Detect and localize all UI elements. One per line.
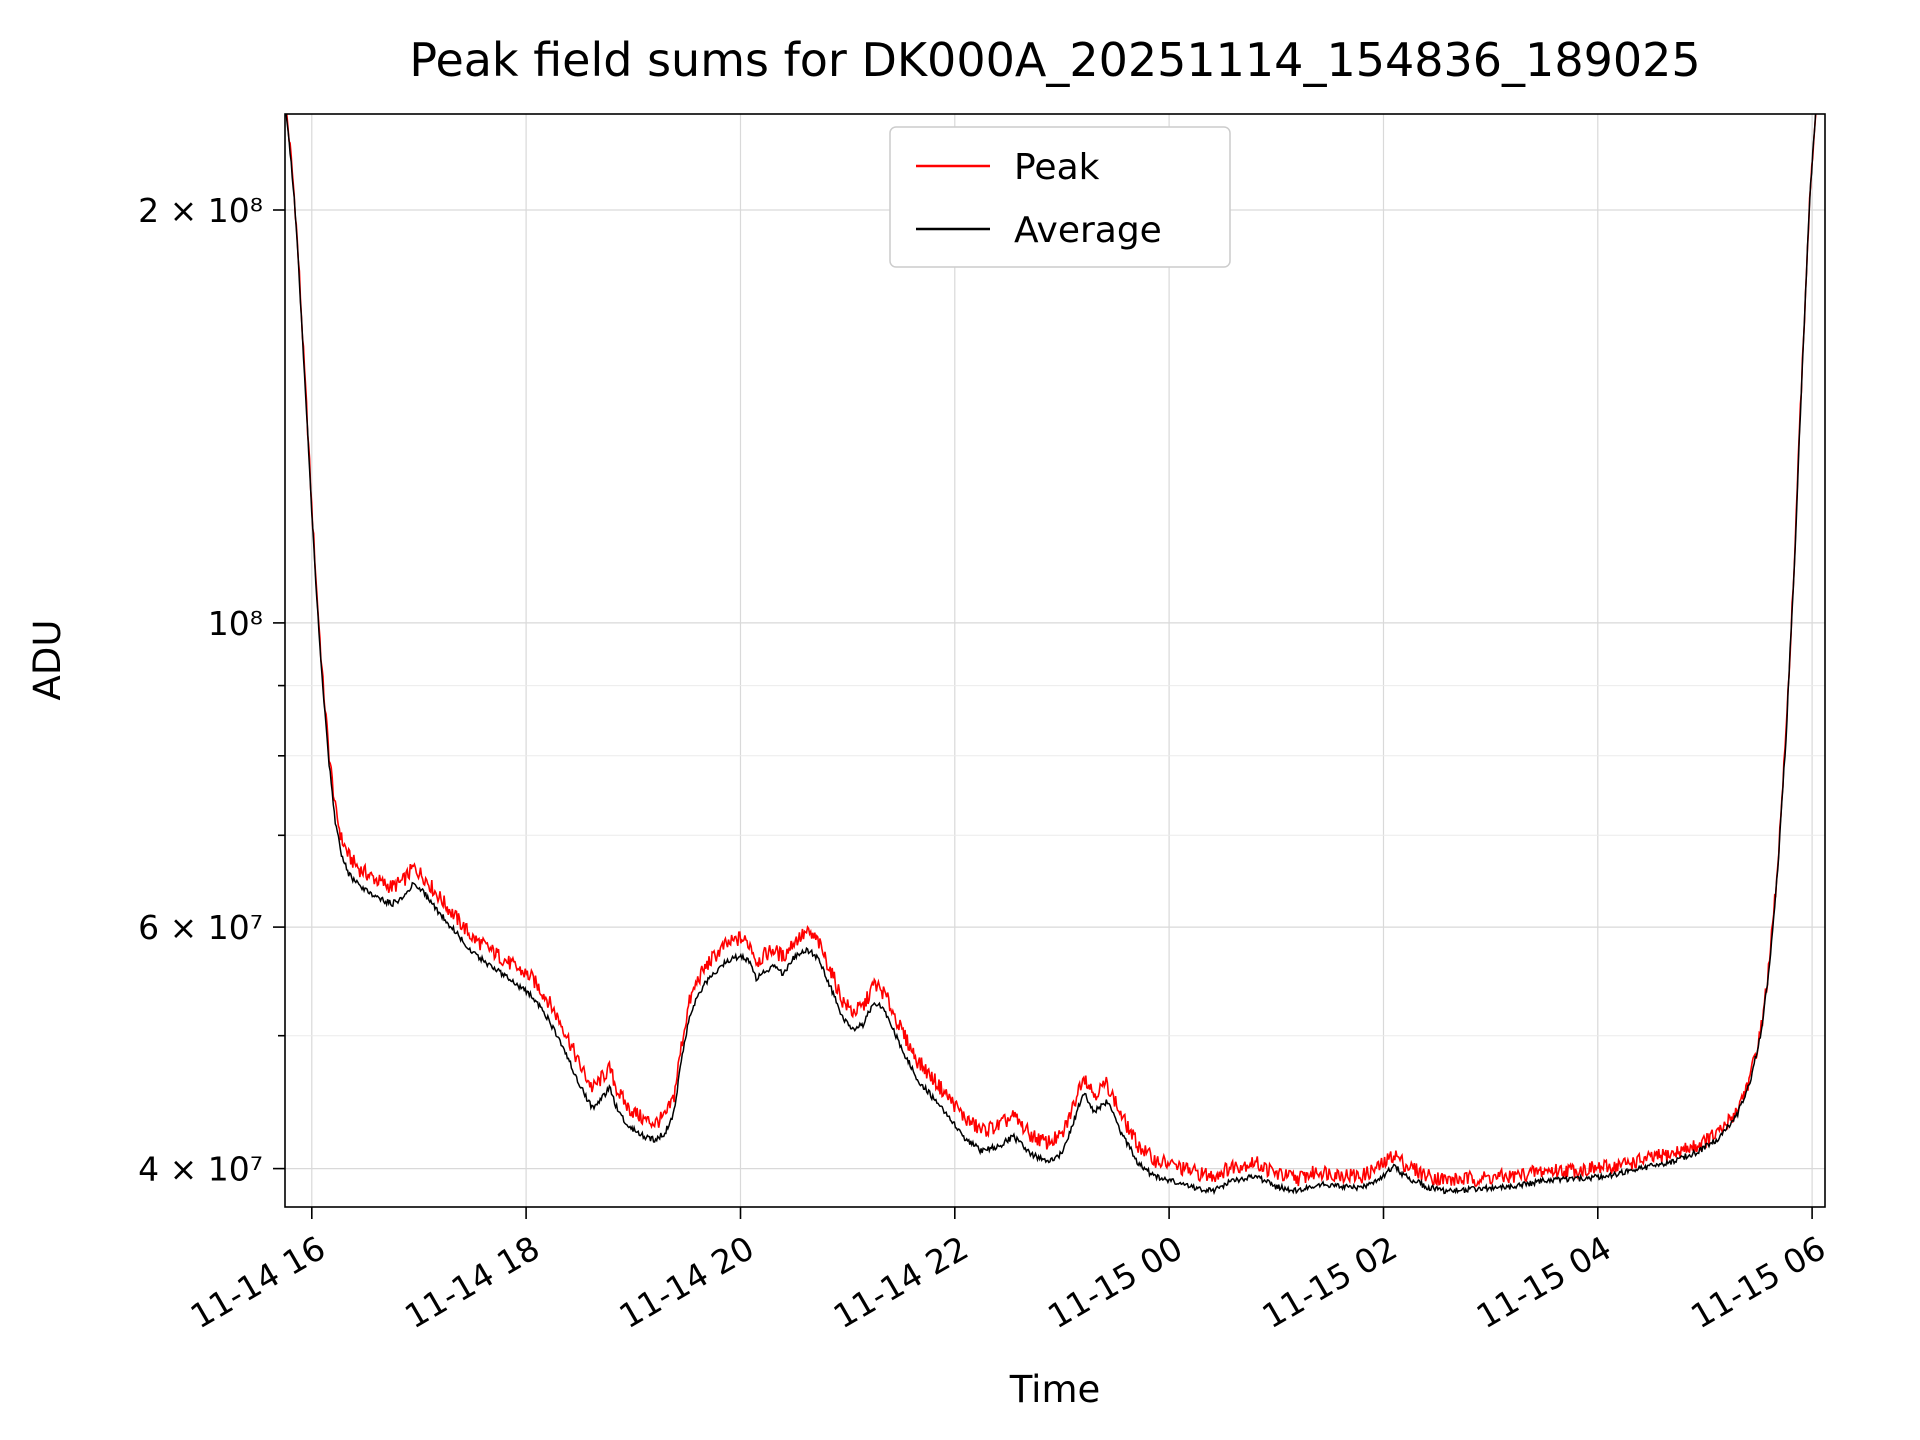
y-axis-label: ADU	[26, 620, 69, 701]
legend: Peak Average	[889, 126, 1231, 268]
x-tick-label: 11-14 16	[184, 1228, 332, 1336]
x-tick-label: 11-15 04	[1470, 1228, 1618, 1336]
y-tick-label: 2 × 10⁸	[138, 191, 263, 230]
x-tick-label: 11-15 00	[1041, 1228, 1189, 1336]
legend-label-peak: Peak	[1014, 147, 1100, 188]
y-tick-label: 6 × 10⁷	[138, 908, 263, 947]
x-tick-label: 11-15 06	[1684, 1228, 1832, 1336]
average-line	[285, 114, 1817, 1196]
plot-area: 11-14 16 11-14 18 11-14 20 11-14 22 11-15 00…	[138, 113, 1832, 1336]
x-tick-label: 11-15 02	[1256, 1228, 1404, 1336]
chart-title: Peak field sums for DK000A_20251114_1548…	[409, 33, 1700, 87]
plot-frame	[284, 113, 1826, 1208]
x-tick-label: 11-14 18	[398, 1228, 546, 1336]
legend-box	[889, 126, 1231, 268]
y-tick-label: 4 × 10⁷	[138, 1150, 263, 1189]
legend-label-average: Average	[1014, 210, 1162, 251]
x-tick-label: 11-14 20	[613, 1228, 761, 1336]
x-axis-label: Time	[1009, 1368, 1101, 1411]
y-tick-label: 10⁸	[208, 604, 263, 643]
peak-line	[286, 114, 1817, 1188]
x-tick-label: 11-14 22	[827, 1228, 975, 1336]
